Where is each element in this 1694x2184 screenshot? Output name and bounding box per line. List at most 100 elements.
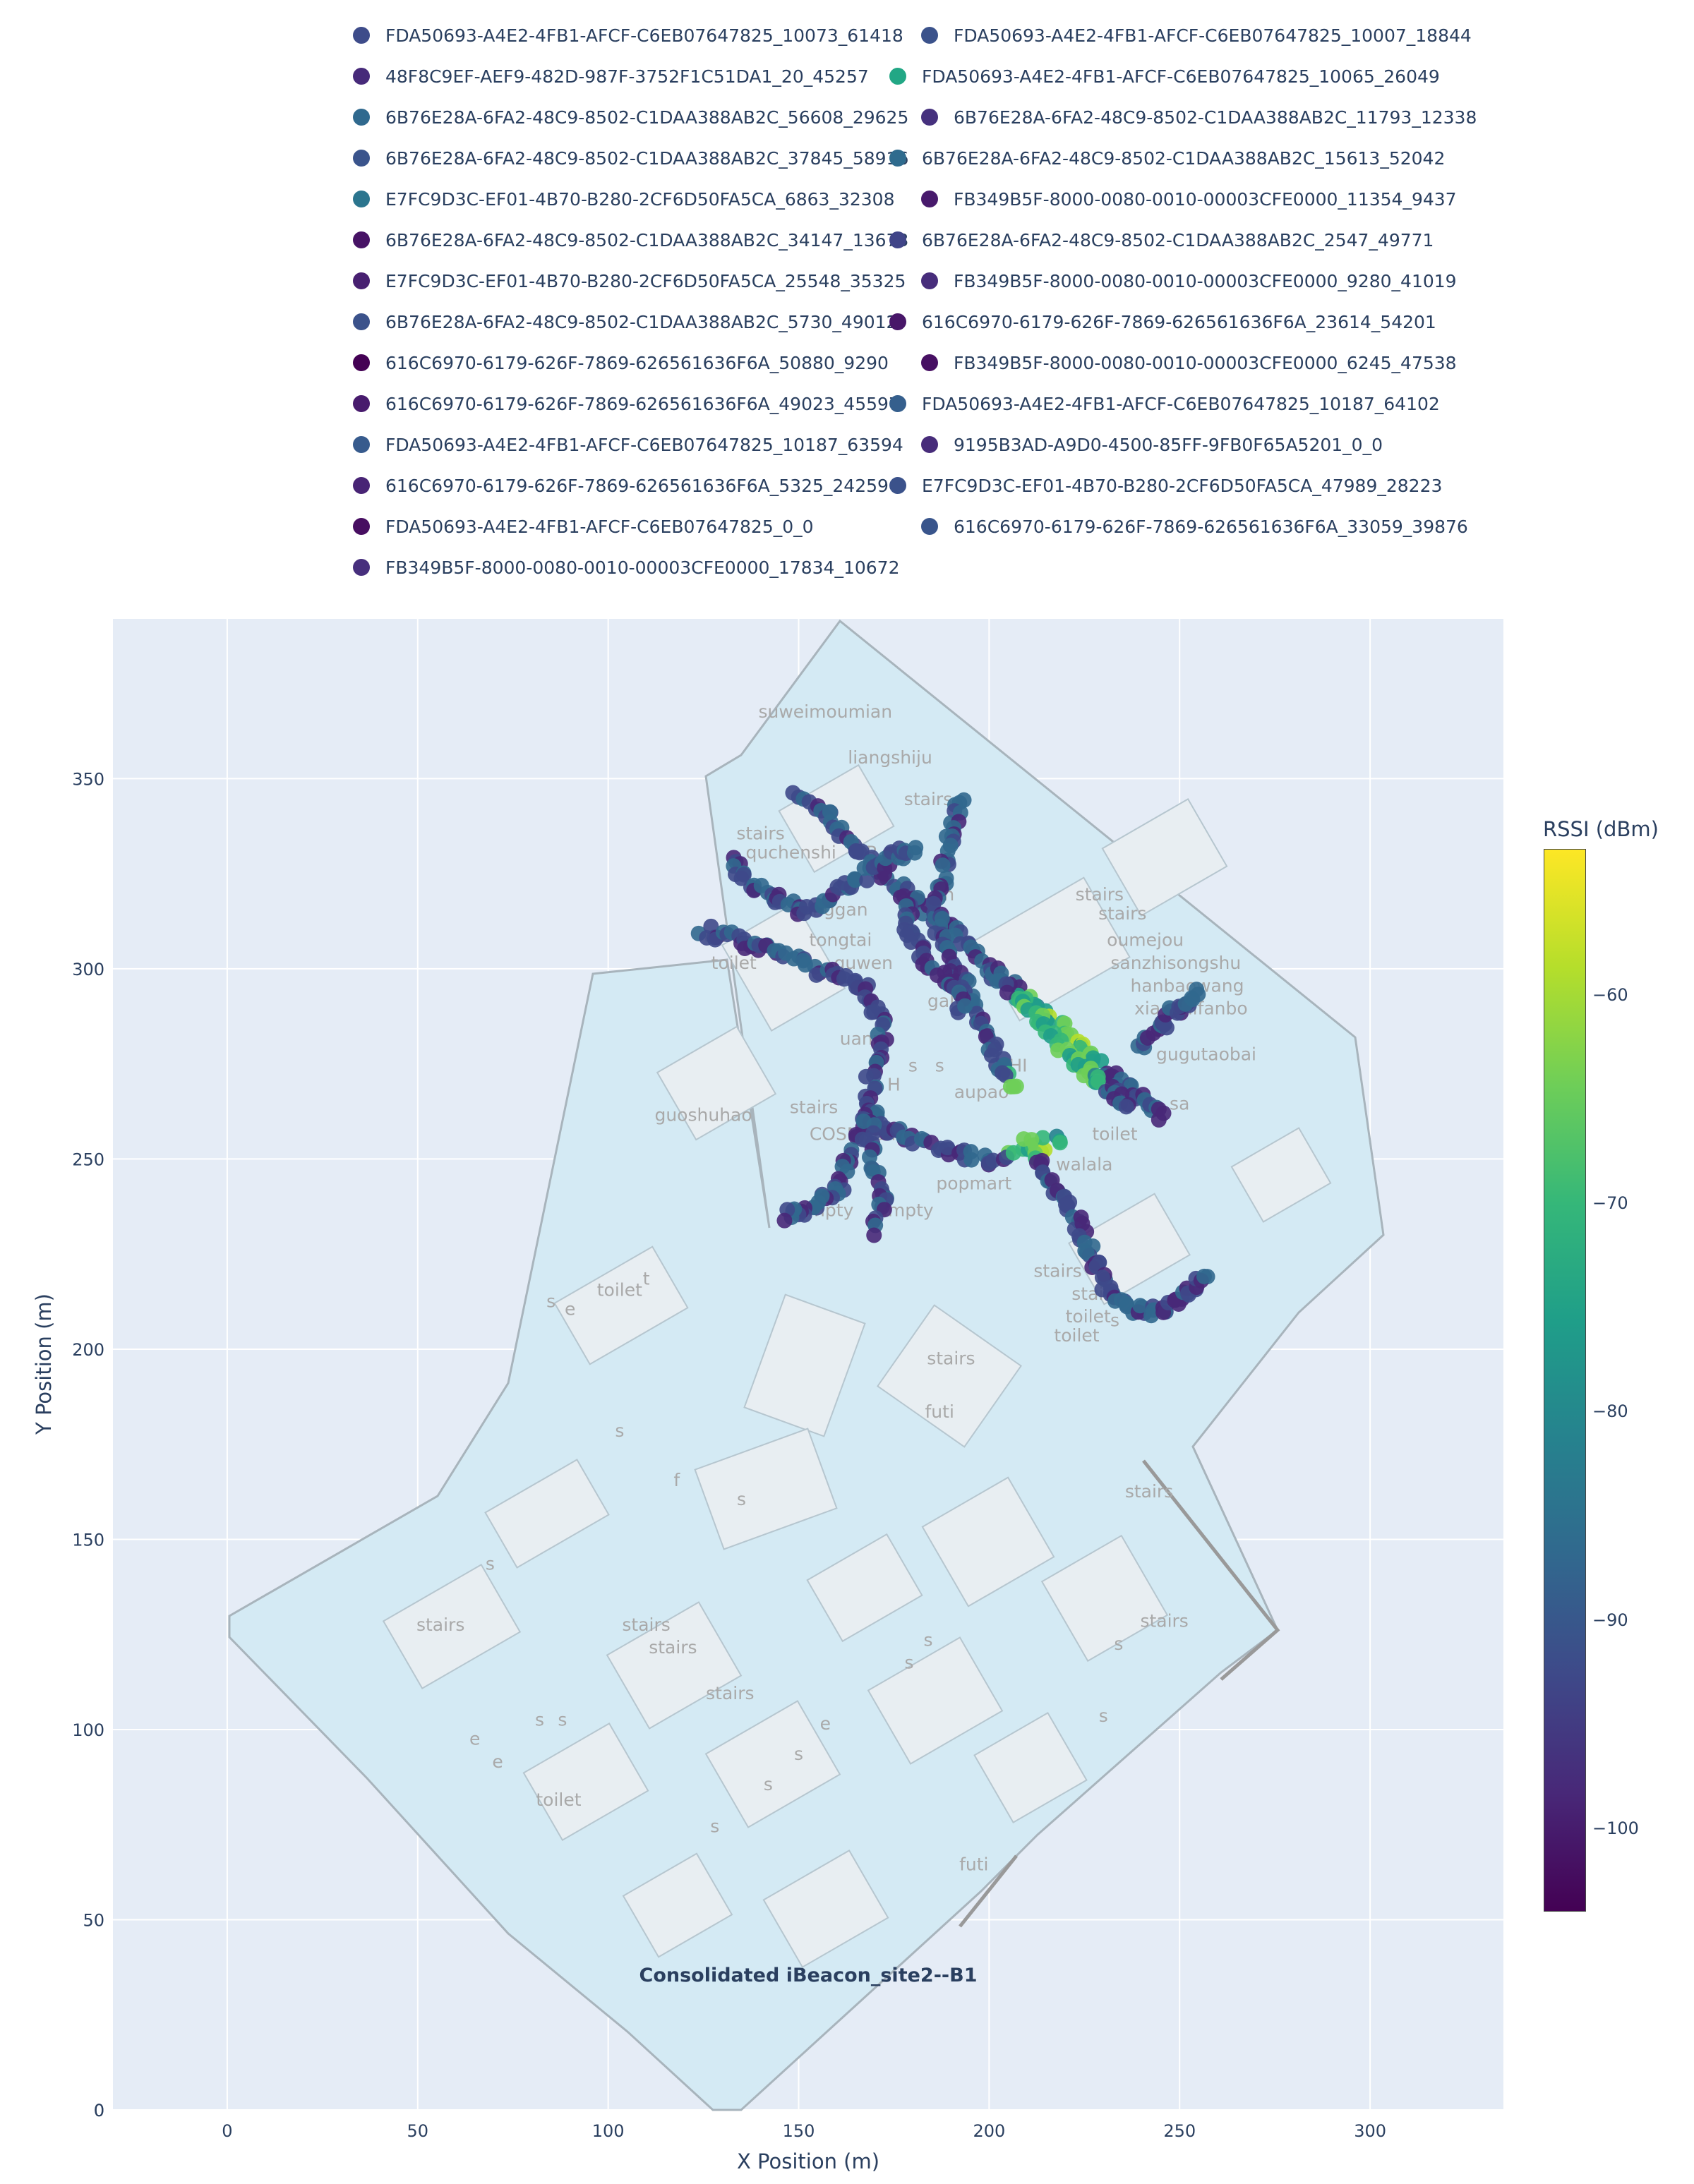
legend-item[interactable]: FDA50693-A4E2-4FB1-AFCF-C6EB07647825_101… <box>889 390 1440 418</box>
floorplan-label: stairs <box>649 1637 697 1658</box>
legend-item[interactable]: 6B76E28A-6FA2-48C9-8502-C1DAA388AB2C_566… <box>353 103 908 131</box>
legend-item[interactable]: 616C6970-6179-626F-7869-626561636F6A_330… <box>921 512 1468 541</box>
legend-item[interactable]: 616C6970-6179-626F-7869-626561636F6A_532… <box>353 471 889 500</box>
floorplan-label: stairs <box>1140 1610 1188 1631</box>
floorplan-label: tongtai <box>809 930 872 951</box>
legend-marker <box>353 27 370 44</box>
floorplan-block <box>973 1712 1088 1823</box>
floorplan-label: futi <box>959 1854 988 1874</box>
legend-item[interactable]: 48F8C9EF-AEF9-482D-987F-3752F1C51DA1_20_… <box>353 62 869 90</box>
floorplan-label: s <box>923 1629 932 1650</box>
legend-marker <box>353 477 370 494</box>
x-axis-label: X Position (m) <box>737 2149 879 2173</box>
legend-item[interactable]: 616C6970-6179-626F-7869-626561636F6A_490… <box>353 390 900 418</box>
floorplan-label: e <box>469 1729 480 1749</box>
legend-item[interactable]: 6B76E28A-6FA2-48C9-8502-C1DAA388AB2C_341… <box>353 226 908 254</box>
legend-item[interactable]: FDA50693-A4E2-4FB1-AFCF-C6EB07647825_100… <box>921 21 1472 49</box>
legend-item[interactable]: FB349B5F-8000-0080-0010-00003CFE0000_113… <box>921 185 1457 213</box>
floorplan-block <box>522 1723 649 1841</box>
legend-item[interactable]: FB349B5F-8000-0080-0010-00003CFE0000_178… <box>353 553 899 581</box>
x-tick-label: 100 <box>592 2121 625 2141</box>
data-point <box>776 1212 793 1229</box>
legend-item[interactable]: FDA50693-A4E2-4FB1-AFCF-C6EB07647825_100… <box>353 21 903 49</box>
data-point <box>1196 1268 1213 1284</box>
legend-label: 6B76E28A-6FA2-48C9-8502-C1DAA388AB2C_341… <box>385 229 909 251</box>
floorplan-label: s <box>546 1291 555 1312</box>
floorplan-label: quchenshi <box>746 843 836 863</box>
floorplan-label: s <box>737 1489 746 1509</box>
legend-item[interactable]: FDA50693-A4E2-4FB1-AFCF-C6EB07647825_100… <box>889 62 1440 90</box>
legend-item[interactable]: 616C6970-6179-626F-7869-626561636F6A_508… <box>353 349 889 377</box>
y-tick-label: 150 <box>72 1530 104 1550</box>
data-point <box>1052 1135 1068 1151</box>
y-tick-label: 300 <box>72 960 104 979</box>
data-point <box>1008 1078 1024 1094</box>
legend-marker <box>889 313 906 330</box>
data-point <box>999 984 1015 1001</box>
floorplan-block <box>606 1601 743 1730</box>
legend-item[interactable]: 6B76E28A-6FA2-48C9-8502-C1DAA388AB2C_117… <box>921 103 1477 131</box>
floorplan-label: stairs <box>706 1683 754 1703</box>
data-point <box>1189 982 1205 998</box>
legend-marker <box>921 27 938 44</box>
legend-item[interactable]: 6B76E28A-6FA2-48C9-8502-C1DAA388AB2C_573… <box>353 308 897 336</box>
floorplan-label: t <box>643 1268 650 1289</box>
legend-marker <box>353 150 370 167</box>
floorplan-label: s <box>615 1420 624 1441</box>
legend-item[interactable]: E7FC9D3C-EF01-4B70-B280-2CF6D50FA5CA_255… <box>353 267 906 295</box>
legend-item[interactable]: E7FC9D3C-EF01-4B70-B280-2CF6D50FA5CA_686… <box>353 185 894 213</box>
legend-label: E7FC9D3C-EF01-4B70-B280-2CF6D50FA5CA_479… <box>922 475 1443 496</box>
data-point <box>1079 1245 1095 1261</box>
legend-item[interactable]: FB349B5F-8000-0080-0010-00003CFE0000_624… <box>921 349 1457 377</box>
x-tick-label: 50 <box>407 2121 429 2141</box>
legend-item[interactable]: FDA50693-A4E2-4FB1-AFCF-C6EB07647825_0_0 <box>353 512 814 541</box>
legend-item[interactable]: FB349B5F-8000-0080-0010-00003CFE0000_928… <box>921 267 1457 295</box>
legend-item[interactable]: E7FC9D3C-EF01-4B70-B280-2CF6D50FA5CA_479… <box>889 471 1442 500</box>
floorplan-label: s <box>1099 1706 1108 1726</box>
legend-marker <box>353 354 370 371</box>
legend-marker <box>889 150 906 167</box>
legend-item[interactable]: 6B76E28A-6FA2-48C9-8502-C1DAA388AB2C_378… <box>353 144 908 172</box>
legend-marker <box>353 191 370 207</box>
data-point <box>859 872 875 888</box>
legend-marker <box>921 109 938 126</box>
legend-item[interactable]: FDA50693-A4E2-4FB1-AFCF-C6EB07647825_101… <box>353 430 903 459</box>
legend-label: 616C6970-6179-626F-7869-626561636F6A_532… <box>385 475 889 496</box>
floorplan-block <box>877 1304 1022 1448</box>
colorbar-tick-label: −100 <box>1592 1818 1639 1838</box>
colorbar-gradient <box>1544 849 1586 1912</box>
legend-item[interactable]: 6B76E28A-6FA2-48C9-8502-C1DAA388AB2C_254… <box>889 226 1434 254</box>
floorplan-block <box>1101 798 1228 917</box>
data-point <box>866 1227 882 1243</box>
floorplan-label: stairs <box>1076 884 1124 905</box>
floorplan-block <box>921 1476 1055 1607</box>
legend-label: 6B76E28A-6FA2-48C9-8502-C1DAA388AB2C_254… <box>922 229 1434 251</box>
floorplan-label: stairs <box>416 1615 464 1635</box>
legend-item[interactable]: 9195B3AD-A9D0-4500-85FF-9FB0F65A5201_0_0 <box>921 430 1383 459</box>
floorplan-block <box>867 1636 1004 1765</box>
legend-label: 48F8C9EF-AEF9-482D-987F-3752F1C51DA1_20_… <box>385 66 869 87</box>
data-point <box>925 895 942 912</box>
y-tick-label: 50 <box>83 1910 104 1930</box>
legend-label: 616C6970-6179-626F-7869-626561636F6A_330… <box>954 516 1468 537</box>
floorplan-label: stairs <box>1125 1481 1173 1502</box>
colorbar-title: RSSI (dBm) <box>1543 817 1659 841</box>
floorplan-label: s <box>764 1774 773 1794</box>
legend-item[interactable]: 6B76E28A-6FA2-48C9-8502-C1DAA388AB2C_156… <box>889 144 1445 172</box>
data-point <box>847 872 863 888</box>
legend-label: FDA50693-A4E2-4FB1-AFCF-C6EB07647825_101… <box>385 434 903 455</box>
data-point <box>963 1144 979 1160</box>
y-tick-label: 200 <box>72 1340 104 1360</box>
data-point <box>735 867 752 883</box>
legend-label: FB349B5F-8000-0080-0010-00003CFE0000_178… <box>385 557 900 578</box>
legend-item[interactable]: 616C6970-6179-626F-7869-626561636F6A_236… <box>889 308 1436 336</box>
floorplan-block <box>484 1459 610 1569</box>
legend-marker <box>353 109 370 126</box>
colorbar-tick-label: −60 <box>1592 984 1628 1005</box>
legend-label: 616C6970-6179-626F-7869-626561636F6A_236… <box>922 311 1436 332</box>
data-point <box>858 1068 874 1085</box>
floorplan-label: guoshuhao <box>654 1105 752 1126</box>
data-point <box>1023 1132 1040 1148</box>
scatter-points <box>690 785 1215 1324</box>
y-tick-label: 100 <box>72 1720 104 1740</box>
